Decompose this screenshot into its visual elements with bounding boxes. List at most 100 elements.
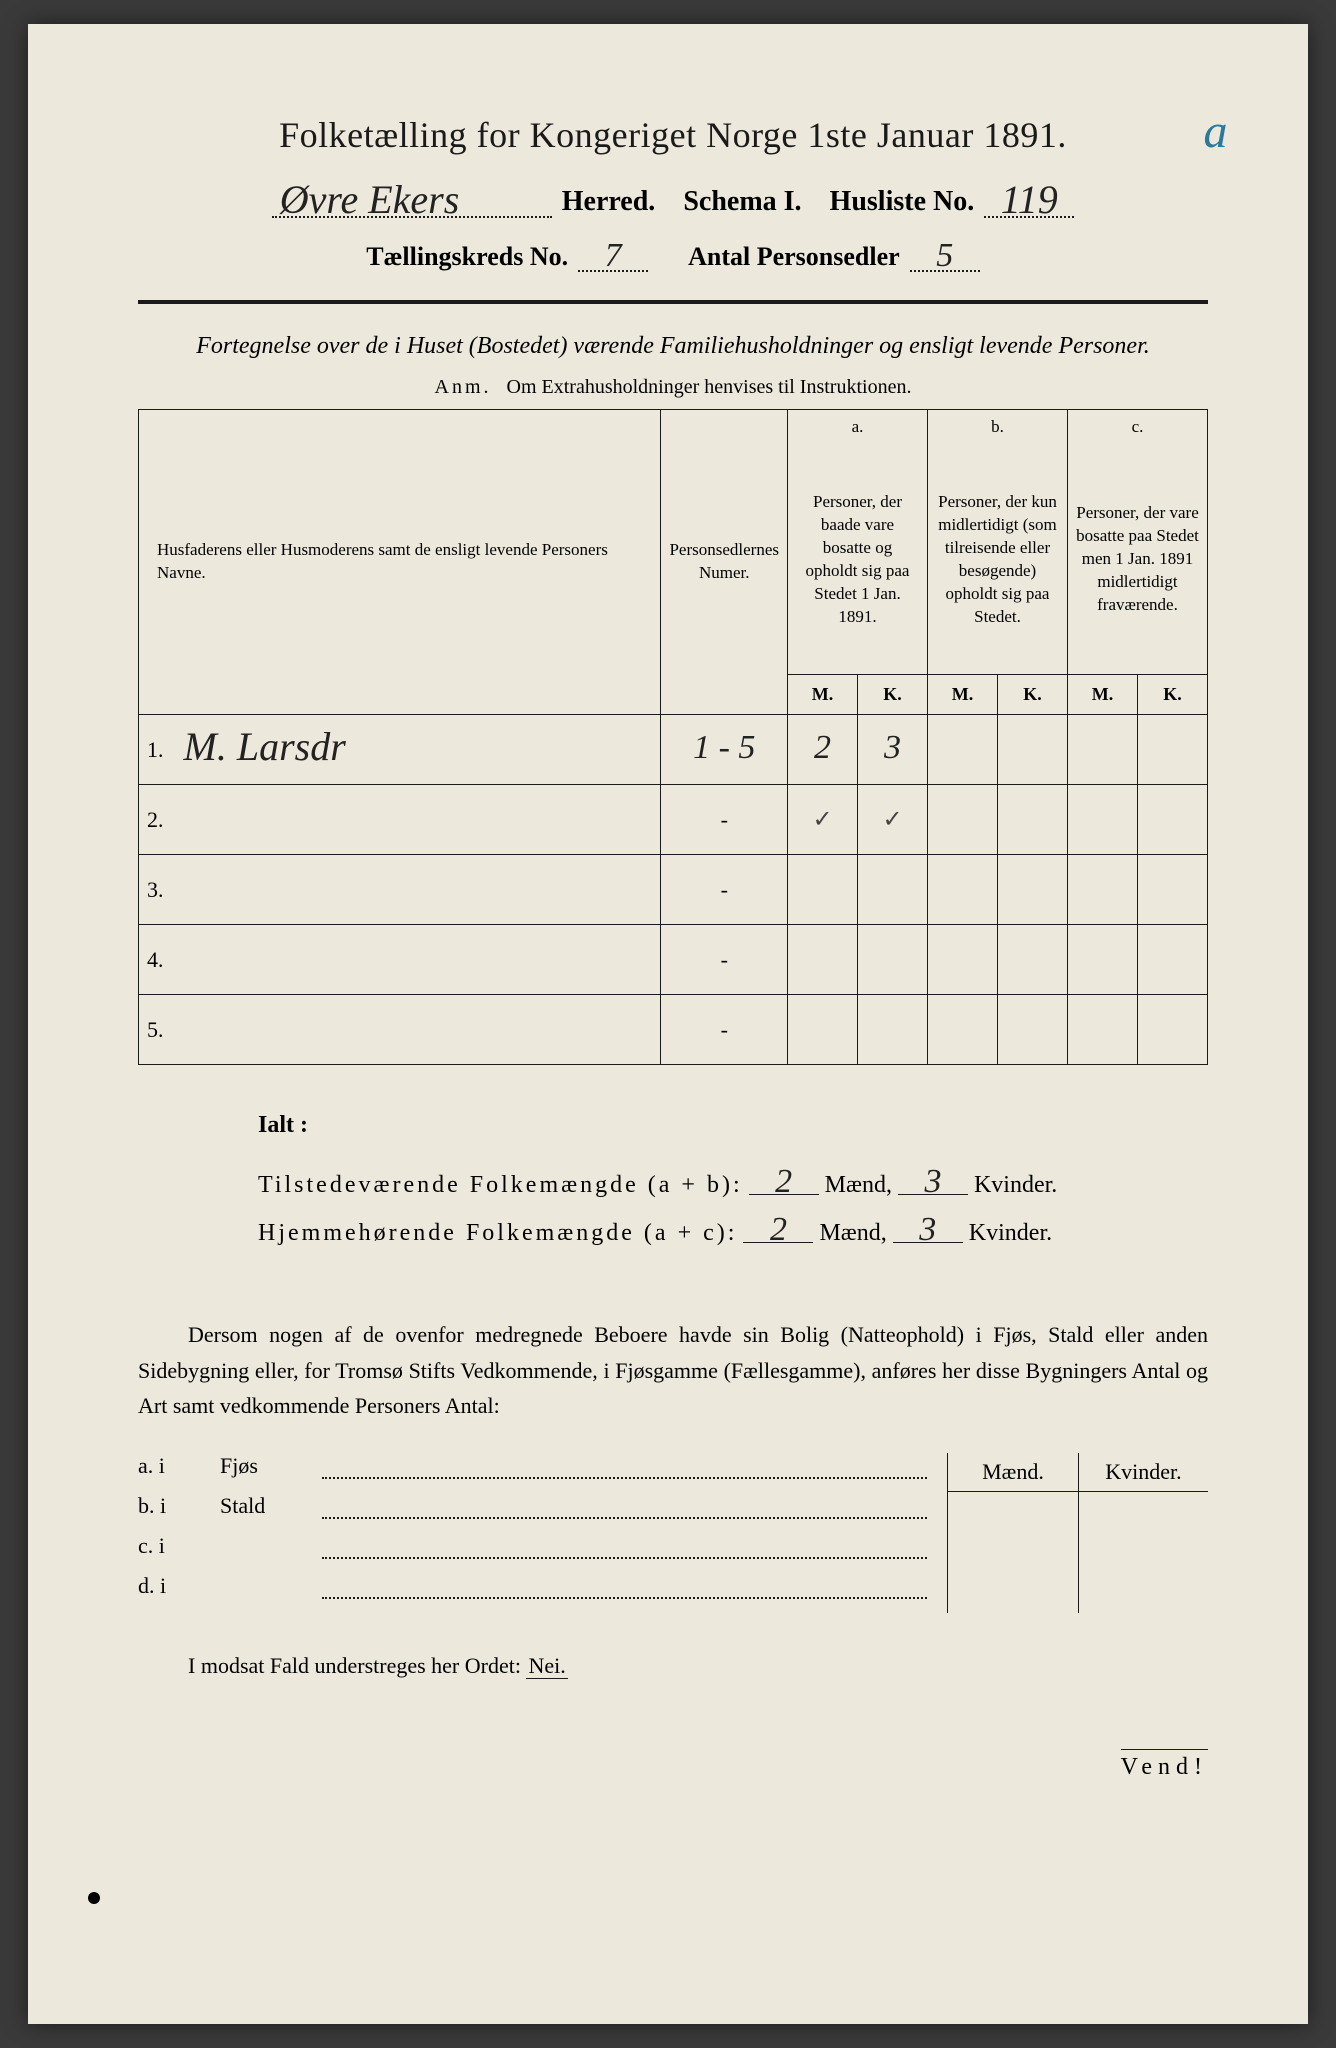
householder-name [178, 925, 661, 995]
side-building-row: b. i Stald [138, 1493, 927, 1519]
present-women: 3 [898, 1170, 968, 1195]
row-letter: a. i [138, 1453, 208, 1479]
row-type: Stald [220, 1493, 310, 1519]
row-number: 2. [139, 785, 178, 855]
table-row: 3. - [139, 855, 1208, 925]
table-row: 4. - [139, 925, 1208, 995]
row-letter: c. i [138, 1533, 208, 1559]
side-building-row: a. i Fjøs [138, 1453, 927, 1479]
person-sedler-num: - [661, 925, 788, 995]
vend-label: Vend! [1121, 1749, 1208, 1781]
col-a-header: Personer, der baade vare bosatte og opho… [788, 445, 928, 675]
antal-value: 5 [910, 244, 980, 272]
person-sedler-num: - [661, 855, 788, 925]
person-sedler-num: 1 - 5 [661, 715, 788, 785]
kreds-label: Tællingskreds No. [366, 242, 568, 272]
cell-a-m: ✓ [788, 785, 858, 855]
census-form-page: Folketælling for Kongeriget Norge 1ste J… [28, 24, 1308, 2024]
cell-a-k: ✓ [858, 785, 928, 855]
col-a-m: M. [788, 675, 858, 715]
household-table: Husfaderens eller Husmoderens samt de en… [138, 409, 1208, 1065]
side-col-men: Mænd. [948, 1453, 1078, 1613]
ialt-heading: Ialt : [258, 1101, 1208, 1149]
divider [138, 300, 1208, 304]
table-row: 5. - [139, 995, 1208, 1065]
herred-value: Øvre Ekers [272, 186, 552, 218]
householder-name [178, 855, 661, 925]
side-building-row: c. i [138, 1533, 927, 1559]
resident-women: 3 [893, 1218, 963, 1243]
col-c-label: c. [1068, 410, 1208, 445]
table-row: 2. -✓✓ [139, 785, 1208, 855]
cell-c-k [1138, 855, 1208, 925]
householder-name [178, 785, 661, 855]
cell-a-m [788, 925, 858, 995]
side-building-table: a. i Fjøs b. i Stald c. i d. i Mænd. Kvinder. [138, 1453, 1208, 1613]
cell-b-m [928, 855, 998, 925]
col-a-k: K. [858, 675, 928, 715]
cell-a-k [858, 855, 928, 925]
person-sedler-num: - [661, 995, 788, 1065]
side-col-women: Kvinder. [1078, 1453, 1208, 1613]
herred-label: Herred. [562, 186, 656, 218]
householder-name [178, 995, 661, 1065]
cell-c-k [1138, 925, 1208, 995]
cell-c-m [1068, 925, 1138, 995]
col-b-m: M. [928, 675, 998, 715]
cell-c-m [1068, 715, 1138, 785]
cell-b-m [928, 925, 998, 995]
subtitle: Fortegnelse over de i Huset (Bostedet) v… [138, 328, 1208, 364]
top-right-annotation: a [1204, 104, 1229, 159]
totals-block: Ialt : Tilstedeværende Folkemængde (a + … [138, 1101, 1208, 1257]
cell-b-m [928, 785, 998, 855]
antal-label: Antal Personsedler [688, 242, 900, 272]
col-c-header: Personer, der vare bosatte paa Stedet me… [1068, 445, 1208, 675]
cell-c-k [1138, 715, 1208, 785]
table-header: Husfaderens eller Husmoderens samt de en… [139, 410, 1208, 715]
cell-c-k [1138, 785, 1208, 855]
nei-word: Nei. [526, 1653, 567, 1679]
dotted-line [322, 1575, 927, 1599]
header-line-3: Tællingskreds No. 7 Antal Personsedler 5 [138, 242, 1208, 272]
dotted-line [322, 1455, 927, 1479]
side-building-rows: a. i Fjøs b. i Stald c. i d. i [138, 1453, 947, 1613]
cell-b-k [998, 715, 1068, 785]
cell-a-k [858, 925, 928, 995]
cell-a-m [788, 855, 858, 925]
cell-b-k [998, 785, 1068, 855]
cell-b-m [928, 995, 998, 1065]
table-row: 1.M. Larsdr1 - 523 [139, 715, 1208, 785]
cell-a-k: 3 [858, 715, 928, 785]
husliste-value: 119 [984, 186, 1074, 218]
cell-b-m [928, 715, 998, 785]
row-number: 4. [139, 925, 178, 995]
husliste-label: Husliste No. [830, 186, 975, 218]
resident-men: 2 [743, 1218, 813, 1243]
col-b-header: Personer, der kun midlertidigt (som tilr… [928, 445, 1068, 675]
householder-name: M. Larsdr [178, 715, 661, 785]
schema-label: Schema I. [683, 186, 801, 218]
row-letter: b. i [138, 1493, 208, 1519]
side-building-row: d. i [138, 1573, 927, 1599]
person-sedler-num: - [661, 785, 788, 855]
cell-c-k [1138, 995, 1208, 1065]
page-title: Folketælling for Kongeriget Norge 1ste J… [138, 114, 1208, 156]
present-men: 2 [749, 1170, 819, 1195]
cell-b-k [998, 925, 1068, 995]
title-text: Folketælling for Kongeriget Norge 1ste J… [279, 115, 1067, 155]
row-number: 5. [139, 995, 178, 1065]
col-b-label: b. [928, 410, 1068, 445]
row-number: 3. [139, 855, 178, 925]
kreds-value: 7 [578, 244, 648, 272]
row-type: Fjøs [220, 1453, 310, 1479]
anm-text: Om Extrahusholdninger henvises til Instr… [507, 376, 912, 398]
col-b-k: K. [998, 675, 1068, 715]
nei-line: I modsat Fald understreges her Ordet: Ne… [138, 1653, 1208, 1679]
col-c-m: M. [1068, 675, 1138, 715]
anm-label: Anm. [435, 376, 492, 398]
cell-a-k [858, 995, 928, 1065]
row-number: 1. [139, 715, 178, 785]
table-body: 1.M. Larsdr1 - 5232.-✓✓3.-4.-5.- [139, 715, 1208, 1065]
cell-c-m [1068, 785, 1138, 855]
inkblot-icon [88, 1892, 100, 1904]
